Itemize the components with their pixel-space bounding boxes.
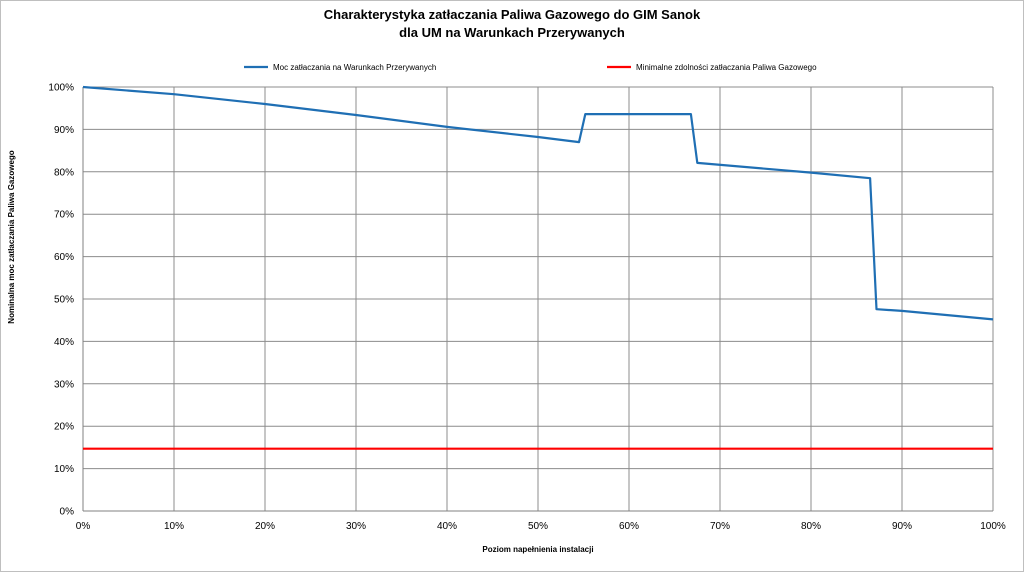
series-line-1 xyxy=(82,85,994,321)
legend-label-1: Moc zatłaczania na Warunkach Przerywanyc… xyxy=(273,63,436,72)
x-axis-label: Poziom napełnienia instalacji xyxy=(482,545,593,554)
series-lines xyxy=(82,85,994,450)
legend: Moc zatłaczania na Warunkach Przerywanyc… xyxy=(244,63,817,72)
x-tick-label: 40% xyxy=(437,521,457,532)
x-tick-label: 70% xyxy=(710,521,730,532)
x-tick-label: 90% xyxy=(892,521,912,532)
y-tick-label: 50% xyxy=(54,295,74,306)
y-tick-label: 40% xyxy=(54,337,74,348)
x-tick-label: 20% xyxy=(255,521,275,532)
x-tick-label: 80% xyxy=(801,521,821,532)
x-tick-label: 10% xyxy=(164,521,184,532)
y-tick-label: 20% xyxy=(54,422,74,433)
y-tick-label: 70% xyxy=(54,210,74,221)
grid-lines xyxy=(82,86,994,512)
y-tick-label: 0% xyxy=(60,507,75,518)
y-tick-labels: 0% 10% 20% 30% 40% 50% 60% 70% 80% 90% 100% xyxy=(48,83,74,518)
x-tick-label: 60% xyxy=(619,521,639,532)
x-tick-labels: 0% 10% 20% 30% 40% 50% 60% 70% 80% 90% 100% xyxy=(76,521,1006,532)
chart-title-line2: dla UM na Warunkach Przerywanych xyxy=(399,25,625,40)
x-tick-label: 50% xyxy=(528,521,548,532)
y-tick-label: 80% xyxy=(54,167,74,178)
x-tick-label: 100% xyxy=(980,521,1006,532)
chart-title-line1: Charakterystyka zatłaczania Paliwa Gazow… xyxy=(323,7,701,22)
y-tick-label: 30% xyxy=(54,379,74,390)
y-tick-label: 90% xyxy=(54,125,74,136)
chart-title: Charakterystyka zatłaczania Paliwa Gazow… xyxy=(0,6,1024,42)
legend-label-2: Minimalne zdolności zatłaczania Paliwa G… xyxy=(636,63,817,72)
y-axis-label: Nominalna moc zatłaczania Paliwa Gazoweg… xyxy=(7,150,16,323)
y-tick-label: 60% xyxy=(54,252,74,263)
x-tick-label: 30% xyxy=(346,521,366,532)
y-tick-label: 10% xyxy=(54,464,74,475)
y-tick-label: 100% xyxy=(48,83,74,94)
x-tick-label: 0% xyxy=(76,521,91,532)
